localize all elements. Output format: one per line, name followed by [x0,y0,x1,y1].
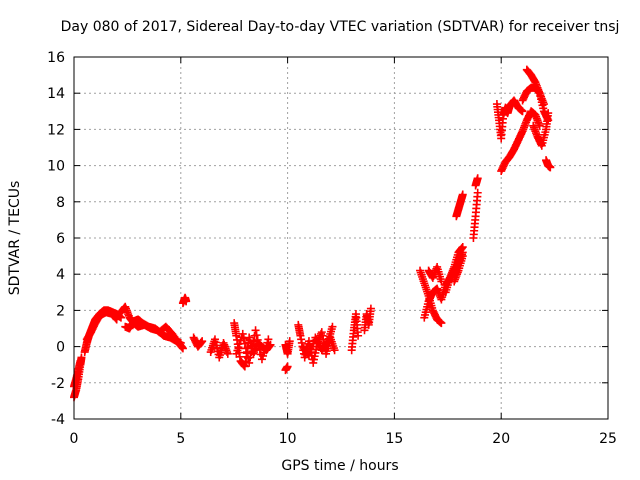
data-point-marker [240,339,249,348]
y-tick-label: 12 [47,122,65,138]
series-arc-14 [298,322,337,360]
x-tick-label: 15 [385,431,403,447]
data-point-marker [458,190,467,199]
x-tick-label: 10 [279,431,297,447]
data-point-marker [473,174,482,183]
data-point-marker [182,297,191,306]
axes: 0 5 10 15 20 25 -4 -2 0 2 4 6 8 10 12 14 16 [47,50,617,447]
data-point-marker [458,243,467,252]
data-point-marker [239,334,248,343]
y-tick-label: 4 [56,267,65,283]
x-tick-label: 20 [492,431,510,447]
data-point-marker [77,353,86,362]
data-point-marker [76,357,85,366]
x-tick-label: 0 [70,431,79,447]
y-tick-label: 2 [56,303,65,319]
series-arc-7 [189,333,207,351]
y-tick-label: 16 [47,50,65,66]
y-tick-label: -4 [51,412,65,428]
data-point-marker [247,348,256,357]
data-point-marker [252,331,261,340]
data-point-marker [458,252,467,261]
data-point-marker [253,335,262,344]
data-points [70,65,555,402]
series-arc-10 [232,326,273,367]
data-point-marker [366,304,375,313]
y-tick-label: 8 [56,195,65,211]
data-point-marker [243,349,252,358]
y-tick-label: 0 [56,340,65,356]
series-arc-24 [471,174,482,190]
series-arc-29 [529,109,553,150]
series-arc-30 [542,156,555,172]
y-tick-label: -2 [51,376,65,392]
grid-lines [74,57,608,419]
x-axis-label: GPS time / hours [281,458,398,474]
data-point-marker [330,346,339,355]
chart-title: Day 080 of 2017, Sidereal Day-to-day VTE… [61,19,620,35]
series-arc-15 [347,310,363,355]
series-arc-8 [206,335,232,362]
y-tick-label: 14 [47,86,65,102]
plot-frame [73,56,609,420]
series-arc-25 [492,96,527,143]
series-arc-26 [497,107,544,176]
data-point-marker [264,335,273,344]
data-point-marker [178,344,187,353]
data-point-marker [437,319,446,328]
data-point-marker [546,163,555,172]
data-point-marker [518,107,527,116]
data-point-marker [246,353,255,362]
series-arc-21 [450,252,467,286]
data-point-marker [112,315,121,324]
data-point-marker [198,337,207,346]
data-point-marker [283,362,292,371]
data-point-marker [223,349,232,358]
data-point-marker [248,342,257,351]
data-point-marker [473,188,482,197]
x-tick-label: 25 [599,431,617,447]
data-point-marker [285,337,294,346]
series-arc-22 [452,190,467,221]
series-arc-19 [424,262,446,286]
series-arc-6 [178,293,191,308]
series-arc-5 [121,315,187,353]
series-arc-20 [441,243,467,297]
data-point-marker [328,322,337,331]
series-arc-12 [281,337,294,358]
data-point-marker [544,109,553,118]
data-point-marker [251,326,260,335]
series-arc-11 [281,362,292,375]
series-arc-16 [360,304,375,335]
y-tick-label: 10 [47,159,65,175]
data-point-marker [254,340,263,349]
data-point-marker [245,358,254,367]
data-point-marker [323,338,332,347]
data-point-marker [249,337,258,346]
x-tick-label: 5 [176,431,185,447]
series-arc-23 [469,188,482,242]
y-tick-label: 6 [56,231,65,247]
series-arc-1 [70,357,85,391]
data-point-marker [437,277,446,286]
data-point-marker [241,344,250,353]
series-arc-3 [82,308,121,344]
y-axis-label: SDTVAR / TECUs [7,181,23,296]
data-point-marker [238,329,247,338]
data-point-marker [354,331,363,340]
